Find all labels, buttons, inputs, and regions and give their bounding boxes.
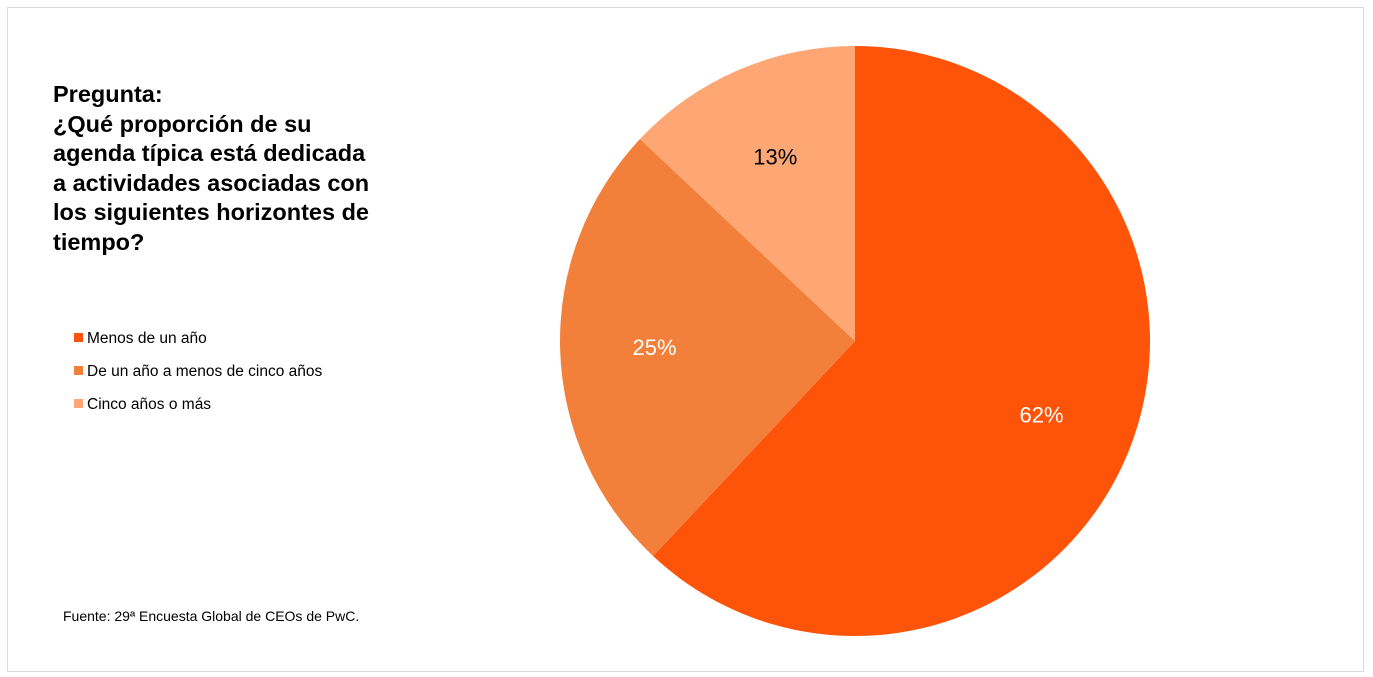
legend-swatch	[74, 366, 83, 376]
legend-item: De un año a menos de cinco años	[74, 355, 322, 388]
pie-data-label: 13%	[753, 144, 797, 169]
chart-title-line: agenda típica está dedicada	[53, 140, 366, 166]
legend-label: Cinco años o más	[87, 396, 212, 413]
legend-item: Cinco años o más	[74, 388, 322, 421]
pie-data-label: 62%	[1019, 402, 1063, 427]
chart-title-line: tiempo?	[53, 228, 145, 255]
legend-swatch	[74, 399, 83, 409]
legend-swatch	[74, 333, 83, 343]
pie-slice	[639, 46, 855, 341]
chart-title-line: los siguientes horizontes de	[53, 199, 369, 225]
chart-title: Pregunta: ¿Qué proporción de su agenda t…	[53, 80, 433, 257]
legend-item: Menos de un año	[74, 322, 322, 355]
source-note: Fuente: 29ª Encuesta Global de CEOs de P…	[63, 608, 360, 624]
chart-legend: Menos de un año De un año a menos de cin…	[74, 322, 322, 421]
pie-slice	[653, 45, 1151, 637]
legend-label: Menos de un año	[87, 330, 207, 347]
chart-title-line: Pregunta:	[53, 81, 163, 107]
pie-slice	[560, 139, 855, 557]
legend-label: De un año a menos de cinco años	[87, 363, 323, 380]
chart-title-line: ¿Qué proporción de su	[53, 110, 312, 137]
chart-title-line: a actividades asociadas con	[53, 169, 370, 196]
pie-data-label: 25%	[632, 335, 676, 360]
